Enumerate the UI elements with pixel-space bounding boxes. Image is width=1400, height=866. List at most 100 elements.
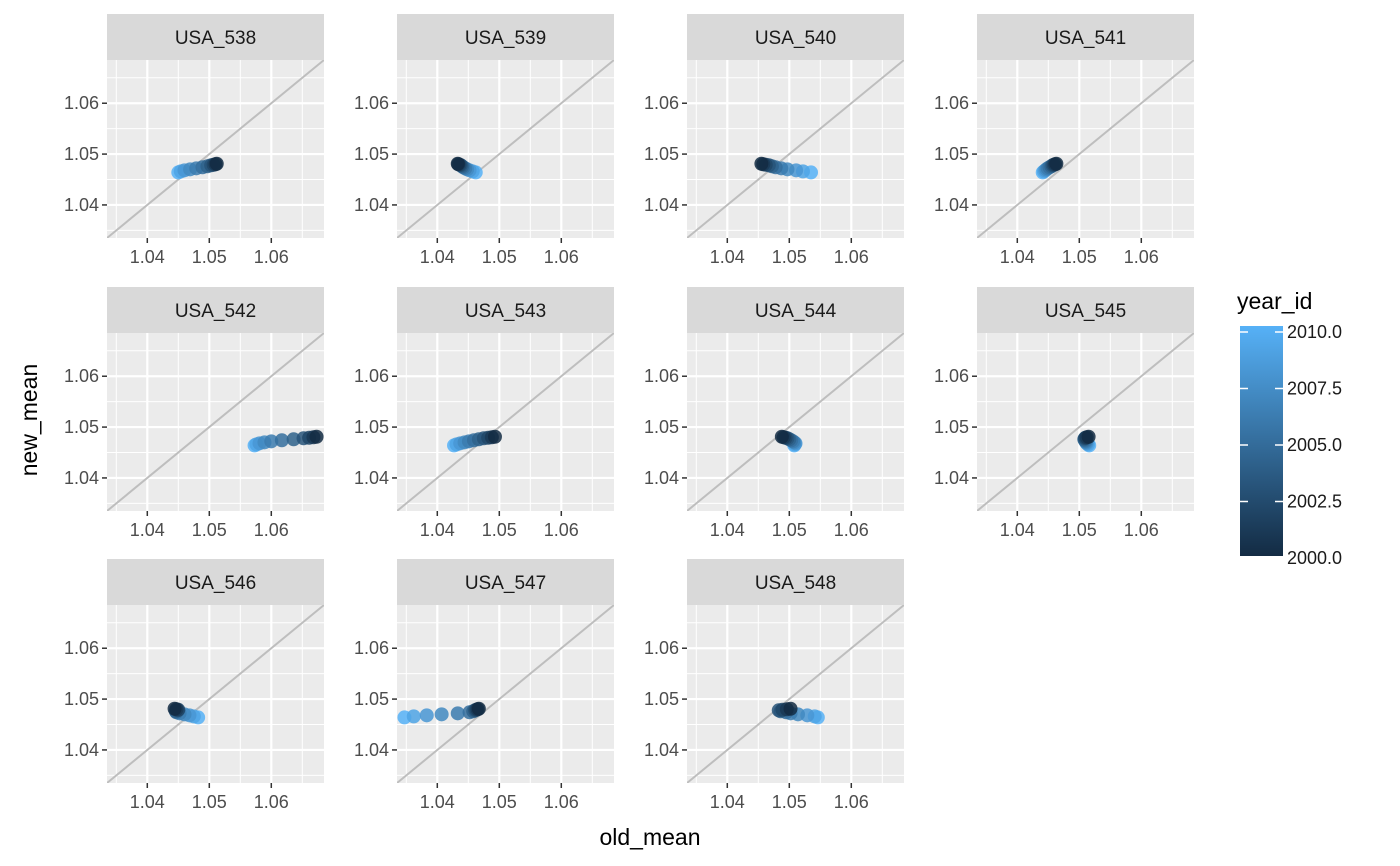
x-tick-label: 1.05: [482, 247, 517, 267]
x-tick-label: 1.06: [834, 792, 869, 812]
reference-line: [107, 333, 324, 511]
x-tick-label: 1.06: [544, 520, 579, 540]
legend-break-label: 2005.0: [1287, 435, 1342, 455]
facet-strip-label: USA_539: [465, 28, 546, 49]
data-point: [434, 707, 449, 722]
y-tick-label: 1.05: [934, 417, 969, 437]
x-tick-label: 1.04: [130, 247, 165, 267]
y-tick-label: 1.05: [934, 144, 969, 164]
y-tick-label: 1.04: [644, 468, 679, 488]
data-point: [450, 706, 465, 721]
x-tick-label: 1.04: [130, 792, 165, 812]
y-tick-label: 1.05: [644, 689, 679, 709]
reference-line: [687, 605, 904, 783]
data-point: [774, 429, 789, 444]
facet-strip: [397, 14, 614, 60]
x-tick-label: 1.05: [1062, 520, 1097, 540]
y-tick-label: 1.06: [644, 93, 679, 113]
x-tick-label: 1.04: [130, 520, 165, 540]
y-tick-label: 1.06: [64, 366, 99, 386]
x-tick-label: 1.04: [710, 520, 745, 540]
y-tick-label: 1.04: [644, 740, 679, 760]
facet-strip-label: USA_547: [465, 573, 546, 594]
x-tick-label: 1.05: [772, 792, 807, 812]
y-tick-label: 1.04: [64, 740, 99, 760]
panel-plot-area: [397, 333, 614, 511]
legend-colorbar: [1240, 326, 1283, 556]
facet-panel: USA_545 1.04 1.05 1.06 1.04 1.05 1.06: [934, 287, 1194, 540]
x-tick-label: 1.04: [420, 520, 455, 540]
y-tick-label: 1.05: [64, 144, 99, 164]
facet-strip: [397, 287, 614, 333]
x-tick-label: 1.04: [1000, 520, 1035, 540]
facet-panel: USA_543 1.04 1.05 1.06 1.04 1.05 1.06: [354, 287, 614, 540]
data-point: [1081, 429, 1096, 444]
facet-panel: USA_548 1.04 1.05 1.06 1.04 1.05 1.06: [644, 559, 904, 812]
x-tick-label: 1.06: [544, 247, 579, 267]
panel-plot-area: [397, 605, 614, 783]
facet-strip: [107, 14, 324, 60]
x-tick-label: 1.06: [1124, 247, 1159, 267]
y-tick-label: 1.04: [354, 740, 389, 760]
legend-break-label: 2002.5: [1287, 492, 1342, 512]
x-tick-label: 1.04: [420, 247, 455, 267]
y-tick-label: 1.05: [644, 417, 679, 437]
facet-strip: [397, 559, 614, 605]
y-tick-label: 1.04: [64, 195, 99, 215]
legend-break-label: 2000.0: [1287, 548, 1342, 568]
facet-panel: USA_540 1.04 1.05 1.06 1.04 1.05 1.06: [644, 14, 904, 267]
y-tick-label: 1.06: [354, 638, 389, 658]
legend-title: year_id: [1237, 288, 1312, 314]
x-tick-label: 1.06: [1124, 520, 1159, 540]
facet-strip-label: USA_540: [755, 28, 836, 49]
facet-strip: [687, 287, 904, 333]
reference-line: [687, 60, 904, 238]
reference-line: [107, 605, 324, 783]
x-tick-label: 1.05: [482, 520, 517, 540]
x-tick-label: 1.05: [482, 792, 517, 812]
y-tick-label: 1.04: [64, 468, 99, 488]
y-tick-label: 1.05: [64, 417, 99, 437]
data-point: [406, 709, 421, 724]
x-tick-label: 1.05: [192, 792, 227, 812]
facet-panel: USA_538 1.04 1.05 1.06 1.04 1.05 1.06: [64, 14, 324, 267]
panel-plot-area: [397, 60, 614, 238]
x-axis-title: old_mean: [599, 824, 700, 850]
y-tick-label: 1.06: [644, 638, 679, 658]
facet-strip-label: USA_538: [175, 28, 256, 49]
panel-plot-area: [107, 60, 324, 238]
legend-break-label: 2010.0: [1287, 322, 1342, 342]
data-point: [450, 156, 465, 171]
data-point: [1049, 156, 1064, 171]
data-point: [419, 708, 434, 723]
data-point: [309, 429, 324, 444]
panel-plot-area: [687, 605, 904, 783]
facet-panel: USA_542 1.04 1.05 1.06 1.04 1.05 1.06: [64, 287, 324, 540]
y-tick-label: 1.06: [644, 366, 679, 386]
y-tick-label: 1.06: [64, 638, 99, 658]
reference-line: [107, 60, 324, 238]
x-tick-label: 1.06: [254, 520, 289, 540]
x-tick-label: 1.05: [772, 520, 807, 540]
facet-strip: [687, 14, 904, 60]
facet-strip: [107, 287, 324, 333]
facet-strip: [977, 14, 1194, 60]
x-tick-label: 1.04: [710, 792, 745, 812]
facet-strip-label: USA_548: [755, 573, 836, 594]
data-point: [754, 156, 769, 171]
data-point: [783, 701, 798, 716]
y-tick-label: 1.05: [64, 689, 99, 709]
x-tick-label: 1.06: [254, 247, 289, 267]
panel-plot-area: [687, 333, 904, 511]
panel-plot-area: [107, 605, 324, 783]
data-point: [264, 434, 279, 449]
y-tick-label: 1.05: [354, 144, 389, 164]
x-tick-label: 1.05: [192, 247, 227, 267]
x-tick-label: 1.04: [1000, 247, 1035, 267]
x-tick-label: 1.04: [710, 247, 745, 267]
facet-strip-label: USA_546: [175, 573, 256, 594]
reference-line: [977, 333, 1194, 511]
data-point: [471, 701, 486, 716]
x-tick-label: 1.04: [420, 792, 455, 812]
